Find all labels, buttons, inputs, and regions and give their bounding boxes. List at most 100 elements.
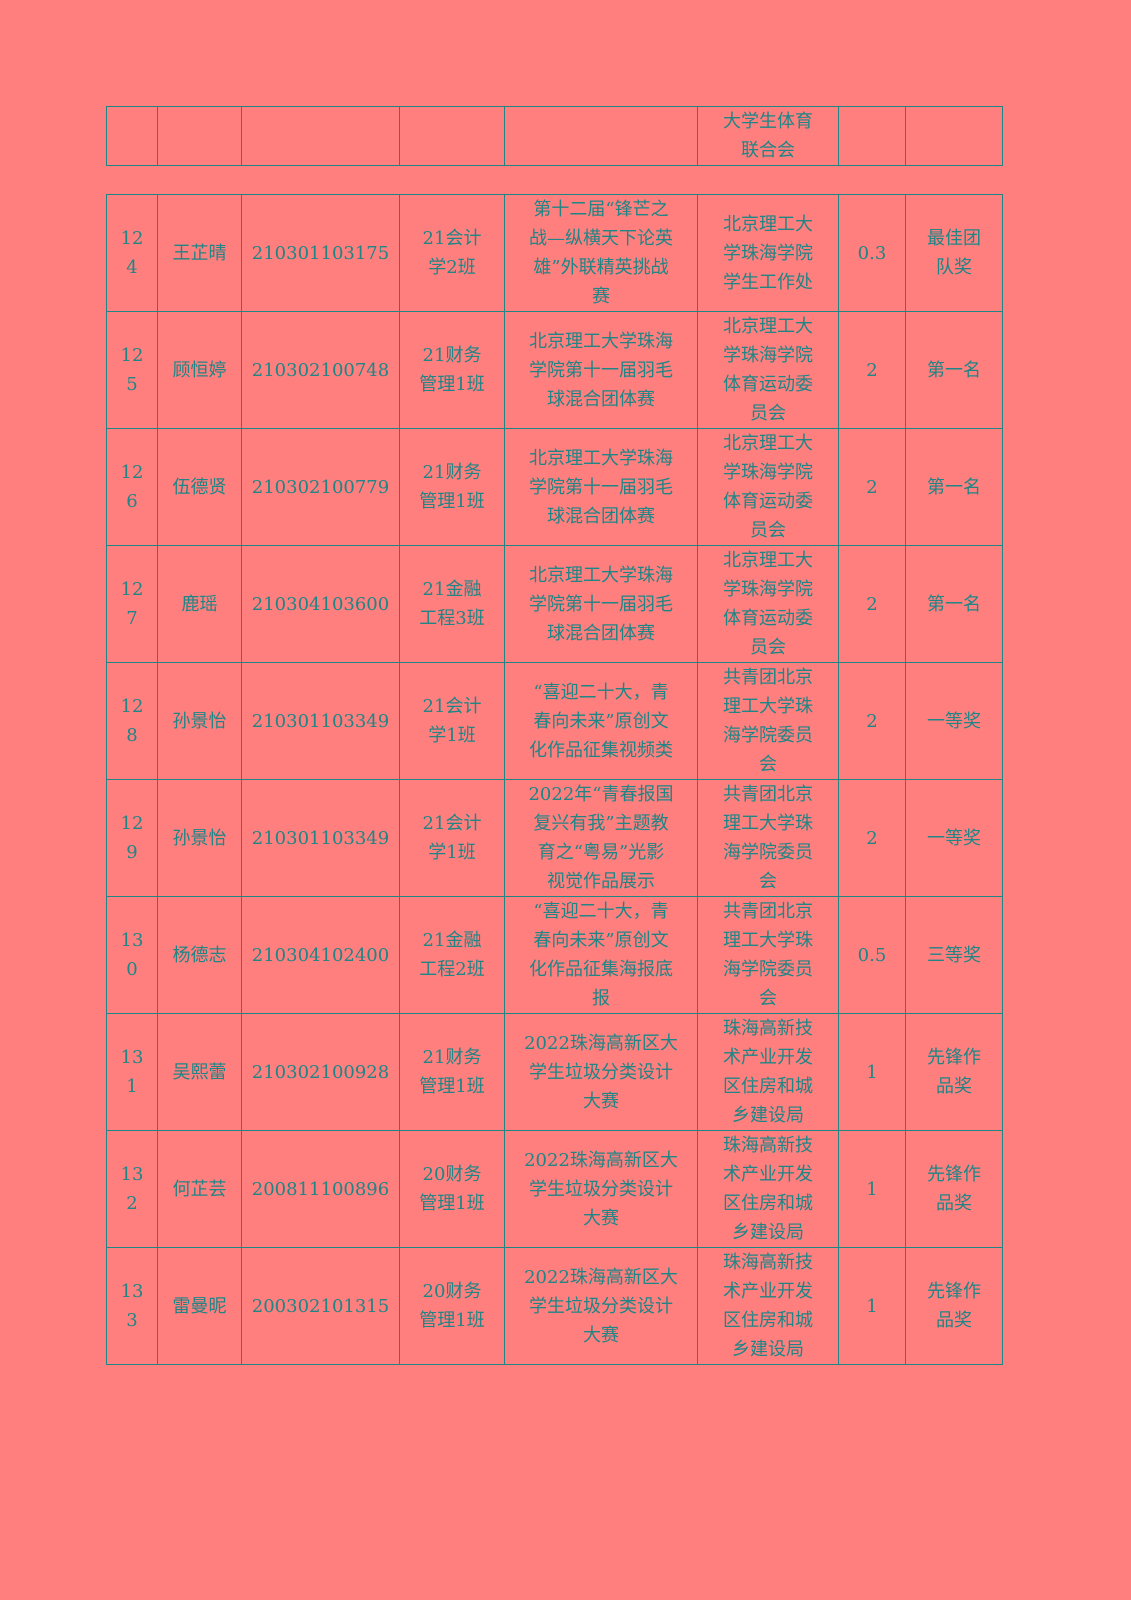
cell-class: 21会计 学2班 [399,194,505,312]
cell-award: 一等奖 [905,779,1003,897]
cell-no: 12 7 [106,545,158,663]
table-row: 12 9 孙景怡 210301103349 21会计 学1班 2022年“青春报国 复兴… [106,779,1003,897]
cell-organizer: 北京理工大 学珠海学院 体育运动委 员会 [697,428,839,546]
cell-class: 21金融 工程2班 [399,896,505,1014]
cell-student-id: 210302100928 [241,1013,400,1131]
cell-event [504,106,698,166]
cell-award: 先锋作 品奖 [905,1247,1003,1365]
cell-name: 鹿瑶 [157,545,242,663]
cell-score: 2 [838,428,906,546]
table-row: 12 8 孙景怡 210301103349 21会计 学1班 “喜迎二十大，青 春向未来… [106,662,1003,780]
cell-name [157,106,242,166]
cell-class: 21会计 学1班 [399,779,505,897]
cell-organizer: 北京理工大 学珠海学院 学生工作处 [697,194,839,312]
cell-score: 0.5 [838,896,906,1014]
cell-organizer: 珠海高新技 术产业开发 区住房和城 乡建设局 [697,1247,839,1365]
cell-event: 北京理工大学珠海 学院第十一届羽毛 球混合团体赛 [504,311,698,429]
cell-award: 第一名 [905,428,1003,546]
cell-name: 雷曼昵 [157,1247,242,1365]
cell-class: 21财务 管理1班 [399,428,505,546]
cell-organizer: 珠海高新技 术产业开发 区住房和城 乡建设局 [697,1130,839,1248]
cell-name: 孙景怡 [157,779,242,897]
cell-name: 何芷芸 [157,1130,242,1248]
cell-event: “喜迎二十大，青 春向未来”原创文 化作品征集海报底 报 [504,896,698,1014]
cell-event: 2022年“青春报国 复兴有我”主题教 育之“粤易”光影 视觉作品展示 [504,779,698,897]
cell-class: 20财务 管理1班 [399,1130,505,1248]
cell-class: 21财务 管理1班 [399,311,505,429]
table-row: 12 4 王芷晴 210301103175 21会计 学2班 第十二届“锋芒之 战—纵横… [106,194,1003,312]
table-row: 12 7 鹿瑶 210304103600 21金融 工程3班 北京理工大学珠海 学院第十… [106,545,1003,663]
cell-score: 2 [838,779,906,897]
cell-score [838,106,906,166]
table-row: 12 5 顾恒婷 210302100748 21财务 管理1班 北京理工大学珠海 学院第… [106,311,1003,429]
cell-organizer: 北京理工大 学珠海学院 体育运动委 员会 [697,545,839,663]
cell-organizer: 大学生体育 联合会 [697,106,839,166]
cell-organizer: 北京理工大 学珠海学院 体育运动委 员会 [697,311,839,429]
cell-class: 21金融 工程3班 [399,545,505,663]
cell-student-id: 210304103600 [241,545,400,663]
cell-no: 13 1 [106,1013,158,1131]
cell-organizer: 共青团北京 理工大学珠 海学院委员 会 [697,662,839,780]
cell-student-id: 210302100779 [241,428,400,546]
cell-award: 三等奖 [905,896,1003,1014]
cell-award: 一等奖 [905,662,1003,780]
cell-event: 北京理工大学珠海 学院第十一届羽毛 球混合团体赛 [504,428,698,546]
cell-name: 吴熙蕾 [157,1013,242,1131]
cell-student-id: 210301103349 [241,662,400,780]
cell-no [106,106,158,166]
cell-event: 2022珠海高新区大 学生垃圾分类设计 大赛 [504,1013,698,1131]
cell-award: 最佳团 队奖 [905,194,1003,312]
cell-no: 12 6 [106,428,158,546]
cell-name: 孙景怡 [157,662,242,780]
awards-table: 12 4 王芷晴 210301103175 21会计 学2班 第十二届“锋芒之 战—纵横… [106,194,1003,1365]
cell-score: 1 [838,1013,906,1131]
cell-student-id: 210301103175 [241,194,400,312]
cell-score: 1 [838,1130,906,1248]
table-row: 13 3 雷曼昵 200302101315 20财务 管理1班 2022珠海高新区大 学… [106,1247,1003,1365]
cell-organizer: 共青团北京 理工大学珠 海学院委员 会 [697,896,839,1014]
cell-no: 12 8 [106,662,158,780]
table-row: 13 2 何芷芸 200811100896 20财务 管理1班 2022珠海高新区大 学… [106,1130,1003,1248]
cell-student-id [241,106,400,166]
cell-class: 21会计 学1班 [399,662,505,780]
cell-name: 王芷晴 [157,194,242,312]
cell-no: 12 9 [106,779,158,897]
table-row: 大学生体育 联合会 [106,106,1003,166]
cell-award [905,106,1003,166]
cell-event: 北京理工大学珠海 学院第十一届羽毛 球混合团体赛 [504,545,698,663]
table-row: 13 0 杨德志 210304102400 21金融 工程2班 “喜迎二十大，青 春向未… [106,896,1003,1014]
continued-table: 大学生体育 联合会 [106,106,1003,166]
cell-score: 2 [838,662,906,780]
cell-class: 20财务 管理1班 [399,1247,505,1365]
cell-score: 2 [838,311,906,429]
cell-award: 第一名 [905,545,1003,663]
cell-student-id: 210301103349 [241,779,400,897]
cell-award: 先锋作 品奖 [905,1013,1003,1131]
cell-name: 伍德贤 [157,428,242,546]
cell-award: 先锋作 品奖 [905,1130,1003,1248]
cell-class [399,106,505,166]
cell-no: 13 3 [106,1247,158,1365]
cell-student-id: 210304102400 [241,896,400,1014]
cell-student-id: 210302100748 [241,311,400,429]
cell-award: 第一名 [905,311,1003,429]
cell-score: 1 [838,1247,906,1365]
cell-class: 21财务 管理1班 [399,1013,505,1131]
table-row: 13 1 吴熙蕾 210302100928 21财务 管理1班 2022珠海高新区大 学… [106,1013,1003,1131]
table-row: 12 6 伍德贤 210302100779 21财务 管理1班 北京理工大学珠海 学院第… [106,428,1003,546]
cell-no: 12 4 [106,194,158,312]
cell-name: 顾恒婷 [157,311,242,429]
cell-no: 13 0 [106,896,158,1014]
cell-student-id: 200302101315 [241,1247,400,1365]
cell-organizer: 共青团北京 理工大学珠 海学院委员 会 [697,779,839,897]
cell-organizer: 珠海高新技 术产业开发 区住房和城 乡建设局 [697,1013,839,1131]
cell-score: 2 [838,545,906,663]
cell-no: 13 2 [106,1130,158,1248]
cell-event: 第十二届“锋芒之 战—纵横天下论英 雄”外联精英挑战 赛 [504,194,698,312]
cell-no: 12 5 [106,311,158,429]
cell-event: “喜迎二十大，青 春向未来”原创文 化作品征集视频类 [504,662,698,780]
cell-event: 2022珠海高新区大 学生垃圾分类设计 大赛 [504,1130,698,1248]
cell-student-id: 200811100896 [241,1130,400,1248]
cell-score: 0.3 [838,194,906,312]
cell-event: 2022珠海高新区大 学生垃圾分类设计 大赛 [504,1247,698,1365]
